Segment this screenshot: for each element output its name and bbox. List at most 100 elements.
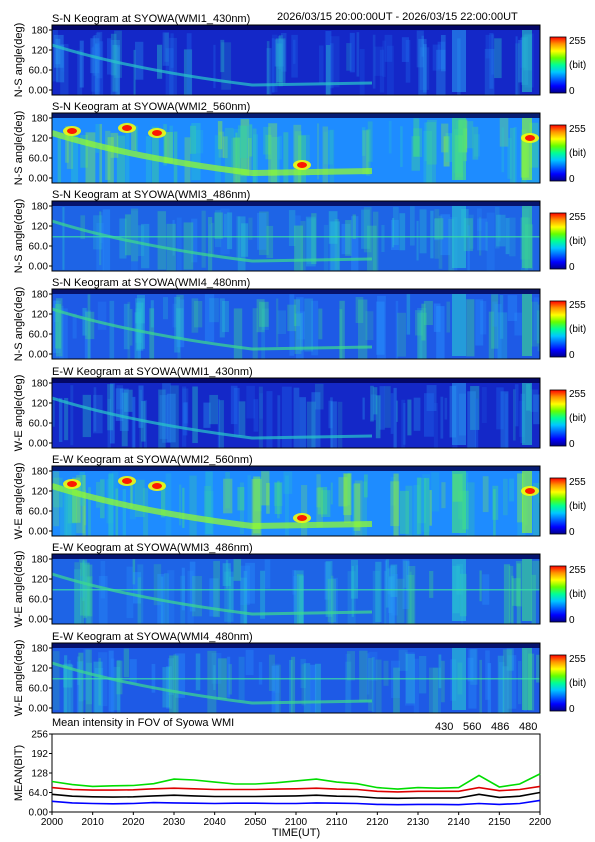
keogram-image — [52, 643, 540, 713]
keogram-y-tick: 180 — [31, 26, 48, 37]
keogram-panel: S-N Keogram at SYOWA(WMI4_480nm) 180 120 60… — [13, 277, 586, 361]
colorbar — [549, 124, 567, 182]
keogram-y-label: N-S angle(deg) — [13, 111, 25, 186]
keogram-y-tick: 60.0 — [29, 684, 49, 695]
chart-x-tick: 2120 — [366, 817, 389, 828]
keogram-y-tick: 180 — [31, 290, 48, 301]
keogram-y-tick: 120 — [31, 664, 48, 675]
keogram-y-tick: 0.00 — [29, 174, 49, 185]
colorbar — [549, 654, 567, 712]
keogram-y-tick: 120 — [31, 310, 48, 321]
keogram-image — [52, 466, 540, 536]
keogram-image — [52, 289, 540, 359]
chart-y-tick: 192 — [31, 749, 48, 760]
header-date-range: 2026/03/15 20:00:00UT - 2026/03/15 22:00… — [277, 11, 518, 23]
chart-y-tick: 128 — [31, 769, 48, 780]
keogram-panel: S-N Keogram at SYOWA(WMI1_430nm) 180 120 60… — [13, 13, 586, 98]
keogram-title: S-N Keogram at SYOWA(WMI3_486nm) — [52, 189, 250, 201]
colorbar — [549, 300, 567, 358]
chart-y-label: MEAN(BIT) — [13, 745, 25, 801]
colorbar-min-label: 0 — [569, 86, 575, 97]
keogram-y-tick: 60.0 — [29, 154, 49, 165]
series-line-486 — [51, 785, 541, 793]
colorbar-unit-label: (bit) — [569, 148, 586, 159]
keogram-y-label: W-E angle(deg) — [13, 640, 25, 717]
colorbar-max-label: 255 — [569, 654, 586, 665]
series-line-480 — [51, 791, 541, 800]
keogram-y-tick: 180 — [31, 644, 48, 655]
colorbar — [549, 389, 567, 447]
colorbar-max-label: 255 — [569, 565, 586, 576]
colorbar-unit-label: (bit) — [569, 413, 586, 424]
chart-x-tick: 2100 — [285, 817, 308, 828]
chart-x-tick: 2050 — [244, 817, 267, 828]
colorbar-unit-label: (bit) — [569, 501, 586, 512]
keogram-y-tick: 120 — [31, 575, 48, 586]
keogram-image — [52, 201, 540, 271]
keogram-panel: E-W Keogram at SYOWA(WMI2_560nm) 180 120 60… — [13, 454, 586, 539]
chart-x-tick: 2200 — [529, 817, 552, 828]
keogram-image — [52, 25, 540, 95]
colorbar-min-label: 0 — [569, 615, 575, 626]
keogram-title: E-W Keogram at SYOWA(WMI1_430nm) — [52, 366, 253, 378]
keogram-image — [52, 554, 540, 624]
chart-x-tick: 2030 — [163, 817, 186, 828]
keogram-image — [52, 378, 540, 448]
keogram-y-tick: 180 — [31, 114, 48, 125]
keogram-title: S-N Keogram at SYOWA(WMI4_480nm) — [52, 277, 250, 289]
keogram-panel: E-W Keogram at SYOWA(WMI1_430nm) 180 120 60… — [13, 366, 586, 451]
keogram-image — [52, 113, 540, 183]
colorbar-min-label: 0 — [569, 262, 575, 273]
keogram-y-tick: 60.0 — [29, 242, 49, 253]
colorbar-max-label: 255 — [569, 124, 586, 135]
colorbar — [549, 477, 567, 535]
colorbar-min-label: 0 — [569, 704, 575, 715]
colorbar-unit-label: (bit) — [569, 60, 586, 71]
colorbar-max-label: 255 — [569, 477, 586, 488]
keogram-y-tick: 180 — [31, 467, 48, 478]
keogram-y-tick: 60.0 — [29, 507, 49, 518]
colorbar-unit-label: (bit) — [569, 236, 586, 247]
keogram-y-tick: 120 — [31, 222, 48, 233]
keogram-y-tick: 120 — [31, 399, 48, 410]
keogram-y-tick: 60.0 — [29, 419, 49, 430]
legend-entry: 486 — [491, 721, 509, 733]
colorbar — [549, 565, 567, 623]
colorbar — [549, 212, 567, 270]
keogram-y-tick: 120 — [31, 46, 48, 57]
chart-y-tick: 64.0 — [29, 788, 49, 799]
keogram-y-tick: 0.00 — [29, 615, 49, 626]
keogram-y-tick: 0.00 — [29, 86, 49, 97]
colorbar-min-label: 0 — [569, 439, 575, 450]
keogram-y-tick: 0.00 — [29, 262, 49, 273]
chart-x-tick: 2000 — [41, 817, 64, 828]
keogram-y-tick: 60.0 — [29, 595, 49, 606]
keogram-panel: S-N Keogram at SYOWA(WMI3_486nm) 180 120 60… — [13, 189, 586, 273]
chart-y-tick: 0.00 — [29, 808, 49, 819]
keogram-y-label: N-S angle(deg) — [13, 23, 25, 98]
keogram-panels: S-N Keogram at SYOWA(WMI1_430nm) 180 120 60… — [13, 13, 586, 717]
keogram-y-tick: 0.00 — [29, 350, 49, 361]
keogram-y-tick: 60.0 — [29, 66, 49, 77]
legend-entry: 560 — [463, 721, 481, 733]
chart-title: Mean intensity in FOV of Syowa WMI — [52, 717, 234, 729]
series-line-430 — [51, 799, 541, 806]
chart-y-tick: 256 — [31, 730, 48, 741]
colorbar-min-label: 0 — [569, 350, 575, 361]
colorbar-max-label: 255 — [569, 212, 586, 223]
keogram-y-tick: 120 — [31, 487, 48, 498]
keogram-title: E-W Keogram at SYOWA(WMI3_486nm) — [52, 542, 253, 554]
keogram-panel: E-W Keogram at SYOWA(WMI3_486nm) 180 120 60… — [13, 542, 586, 627]
keogram-title: S-N Keogram at SYOWA(WMI2_560nm) — [52, 101, 250, 113]
legend-entry: 430 — [435, 721, 453, 733]
colorbar-min-label: 0 — [569, 174, 575, 185]
mean-intensity-chart: Mean intensity in FOV of Syowa WMI 480 486… — [13, 717, 552, 839]
chart-x-tick: 2040 — [204, 817, 227, 828]
legend-entry: 480 — [519, 721, 537, 733]
colorbar-min-label: 0 — [569, 527, 575, 538]
colorbar — [549, 36, 567, 94]
colorbar-unit-label: (bit) — [569, 589, 586, 600]
keogram-y-tick: 0.00 — [29, 527, 49, 538]
colorbar-max-label: 255 — [569, 300, 586, 311]
